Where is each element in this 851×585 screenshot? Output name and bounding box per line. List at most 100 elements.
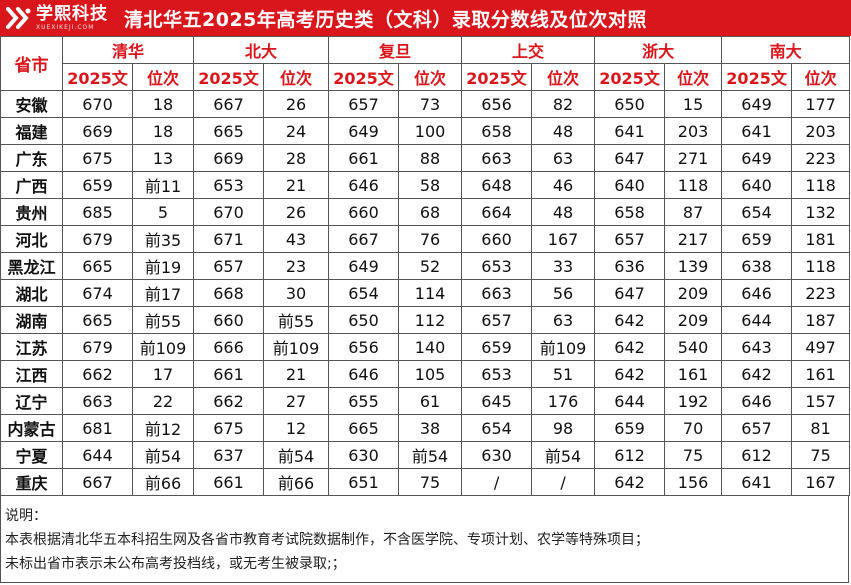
score-cell: 650 <box>594 90 666 118</box>
score-cell: 646 <box>328 360 400 388</box>
score-cell: 665 <box>62 252 133 280</box>
rank-cell: 21 <box>263 171 330 199</box>
school-header: 浙大 <box>594 36 723 64</box>
rank-cell: 187 <box>791 306 851 334</box>
province-cell: 福建 <box>0 117 63 145</box>
score-cell: 649 <box>721 90 793 118</box>
rank-cell: 38 <box>398 414 463 442</box>
table-body: 安徽 670 18 667 26 657 73 656 82 650 15 649 177 福建 669 18… <box>0 90 851 496</box>
score-cell: 637 <box>193 441 265 469</box>
rank-cell: 118 <box>664 171 723 199</box>
rank-cell: 223 <box>791 144 851 172</box>
score-cell: 679 <box>62 333 133 361</box>
score-cell: 649 <box>721 144 793 172</box>
brand-logo: 学熙科技 XUEXIKEJI.COM <box>0 0 124 36</box>
province-cell: 内蒙古 <box>0 414 63 442</box>
brand-name: 学熙科技 <box>36 3 108 24</box>
score-cell: 669 <box>62 117 133 145</box>
rank-cell: 112 <box>398 306 463 334</box>
score-cell: 665 <box>193 117 265 145</box>
score-cell: 612 <box>594 441 666 469</box>
rank-cell: 176 <box>531 387 596 415</box>
rank-cell: 17 <box>131 360 195 388</box>
rank-cell: 87 <box>664 198 723 226</box>
score-cell: 612 <box>721 441 793 469</box>
rank-cell: 118 <box>791 171 851 199</box>
rank-cell: 177 <box>791 90 851 118</box>
rank-cell: 156 <box>664 468 723 496</box>
score-column-header: 2025文 <box>721 63 793 91</box>
score-cell: 647 <box>594 279 666 307</box>
rank-cell: 161 <box>791 360 851 388</box>
table-row: 河北 679 前35 671 43 667 76 660 167 657 217 659 181 <box>0 225 851 253</box>
score-cell: 679 <box>62 225 133 253</box>
rank-cell: 75 <box>791 441 851 469</box>
table-row: 湖南 665 前55 660 前55 650 112 657 63 642 209 644 187 <box>0 306 851 334</box>
rank-cell: 18 <box>131 90 195 118</box>
table-row: 江苏 679 前109 666 前109 656 140 659 前109 642 540 643 49… <box>0 333 851 361</box>
rank-cell: 140 <box>398 333 463 361</box>
rank-cell: 26 <box>263 90 330 118</box>
rank-cell: 21 <box>263 360 330 388</box>
brand-subtitle: XUEXIKEJI.COM <box>36 23 95 31</box>
rank-cell: 22 <box>131 387 195 415</box>
score-cell: 660 <box>461 225 533 253</box>
rank-cell: 161 <box>664 360 723 388</box>
score-cell: 653 <box>461 360 533 388</box>
rank-cell: 前12 <box>131 414 195 442</box>
school-header: 南大 <box>721 36 851 64</box>
score-column-header: 2025文 <box>328 63 400 91</box>
notes-line: 未标出省市表示未公布高考投档线，或无考生被录取;； <box>5 556 346 572</box>
table-row: 湖北 674 前17 668 30 654 114 663 56 647 209 646 223 <box>0 279 851 307</box>
score-cell: 642 <box>594 306 666 334</box>
table-row: 广东 675 13 669 28 661 88 663 63 647 271 649 223 <box>0 144 851 172</box>
notes-section: 说明： 本表根据清北华五本科招生网及各省市教育考试院数据制作，不含医学院、专项计… <box>0 496 849 583</box>
score-column-header: 2025文 <box>461 63 533 91</box>
rank-cell: 70 <box>664 414 723 442</box>
province-cell: 江西 <box>0 360 63 388</box>
score-cell: 657 <box>328 90 400 118</box>
table-row: 黑龙江 665 前19 657 23 649 52 653 33 636 139 638 118 <box>0 252 851 280</box>
score-cell: 658 <box>594 198 666 226</box>
header-row-schools: 省市 清华 北大 复旦 上交 浙大 南大 <box>0 36 851 91</box>
rank-cell: 前17 <box>131 279 195 307</box>
school-header: 清华 <box>61 36 195 64</box>
score-cell: 685 <box>62 198 133 226</box>
rank-cell: 88 <box>398 144 463 172</box>
table-row: 宁夏 644 前54 637 前54 630 前54 630 前54 612 75 612 75 <box>0 441 851 469</box>
score-column-header: 2025文 <box>62 63 133 91</box>
score-cell: 667 <box>62 468 133 496</box>
score-cell: 642 <box>594 360 666 388</box>
score-cell: 675 <box>62 144 133 172</box>
rank-cell: 前19 <box>131 252 195 280</box>
rank-column-header: 位次 <box>131 63 195 91</box>
score-cell: 667 <box>193 90 265 118</box>
rank-cell: 前11 <box>131 171 195 199</box>
rank-cell: 118 <box>791 252 851 280</box>
score-cell: 642 <box>594 468 666 496</box>
score-cell: 671 <box>193 225 265 253</box>
score-cell: 675 <box>193 414 265 442</box>
province-cell: 贵州 <box>0 198 63 226</box>
rank-cell: 82 <box>531 90 596 118</box>
score-cell: 641 <box>721 468 793 496</box>
rank-cell: 5 <box>131 198 195 226</box>
score-cell: 666 <box>193 333 265 361</box>
score-cell: 641 <box>721 117 793 145</box>
rank-cell: 139 <box>664 252 723 280</box>
rank-cell: 132 <box>791 198 851 226</box>
logo-icon <box>6 6 32 30</box>
notes-heading: 说明： <box>5 508 47 524</box>
rank-cell: 209 <box>664 279 723 307</box>
score-cell: 667 <box>328 225 400 253</box>
province-cell: 辽宁 <box>0 387 63 415</box>
table-row: 贵州 685 5 670 26 660 68 664 48 658 87 654 132 <box>0 198 851 226</box>
rank-cell: 前54 <box>398 441 463 469</box>
rank-cell: 63 <box>531 144 596 172</box>
rank-cell: 前35 <box>131 225 195 253</box>
rank-cell: 前66 <box>263 468 330 496</box>
score-cell: 642 <box>594 333 666 361</box>
rank-cell: 26 <box>263 198 330 226</box>
province-cell: 黑龙江 <box>0 252 63 280</box>
rank-cell: 27 <box>263 387 330 415</box>
